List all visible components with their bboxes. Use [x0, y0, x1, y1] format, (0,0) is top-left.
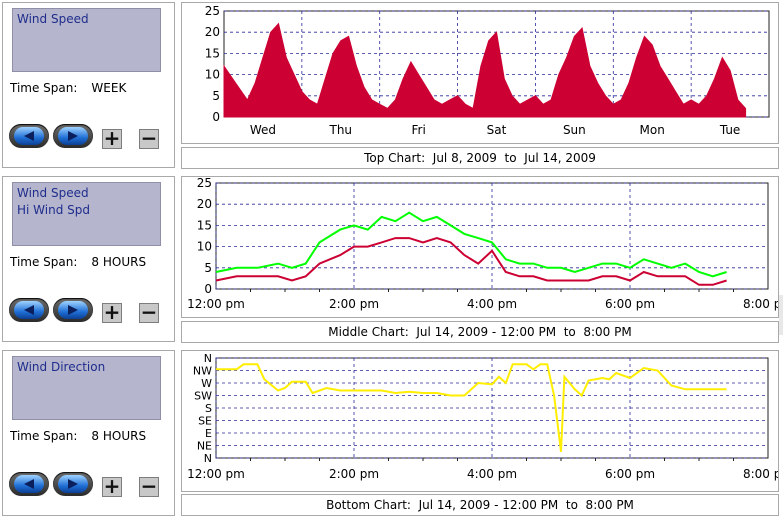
- series-panel-middle: Wind Speed Hi Wind Spd Time Span: 8 HOURS…: [2, 176, 175, 342]
- timespan-value: 8 HOURS: [91, 429, 147, 443]
- x-tick-label: 12:00 pm: [187, 297, 245, 311]
- timespan-label: Time Span:: [10, 429, 78, 443]
- forward-button[interactable]: [53, 472, 93, 496]
- zoom-in-button[interactable]: +: [102, 126, 122, 150]
- back-button[interactable]: [9, 472, 49, 496]
- zoom-out-button[interactable]: −: [139, 300, 159, 324]
- scrollbar-edge[interactable]: [779, 295, 783, 335]
- y-tick-label: 15: [197, 218, 212, 232]
- bottom-chart[interactable]: N NW W SW S SE E NE N 12:00 pm 2:00 pm 4:00 pm 6:00 …: [181, 350, 779, 492]
- series-item[interactable]: Wind Speed: [17, 12, 89, 26]
- top-chart-caption: Top Chart: Jul 8, 2009 to Jul 14, 2009: [181, 147, 779, 169]
- y-tick-label: NW: [193, 365, 212, 378]
- y-tick-label: N: [204, 352, 212, 365]
- y-tick-label: 10: [197, 240, 212, 254]
- right-arrow-icon: [68, 479, 78, 489]
- x-tick-label: 4:00 pm: [467, 297, 517, 311]
- y-tick-label: SE: [198, 415, 212, 428]
- right-arrow-icon: [68, 131, 78, 141]
- y-tick-label: E: [205, 427, 212, 440]
- bottom-chart-caption: Bottom Chart: Jul 14, 2009 - 12:00 PM to…: [181, 494, 779, 516]
- right-arrow-icon: [68, 305, 78, 315]
- timespan-value: 8 HOURS: [91, 255, 147, 269]
- zoom-in-button[interactable]: +: [102, 474, 122, 498]
- forward-button[interactable]: [53, 298, 93, 322]
- y-tick-label: 5: [204, 261, 212, 275]
- timespan-bottom: Time Span: 8 HOURS: [10, 429, 146, 443]
- series-panel-top: Wind Speed Time Span: WEEK + −: [2, 2, 175, 168]
- y-tick-label: S: [205, 402, 212, 415]
- x-tick-label: 2:00 pm: [329, 467, 379, 481]
- x-tick-label: Mon: [640, 123, 665, 137]
- series-area: [223, 22, 747, 118]
- y-tick-label: W: [201, 377, 212, 390]
- zoom-out-button[interactable]: −: [139, 474, 159, 498]
- series-item[interactable]: Wind Speed: [17, 186, 89, 200]
- x-tick-label: 6:00 pm: [605, 297, 655, 311]
- x-tick-label: 2:00 pm: [329, 297, 379, 311]
- timespan-middle: Time Span: 8 HOURS: [10, 255, 146, 269]
- x-tick-label: 8:00 pm: [743, 467, 778, 481]
- chart-svg: 0 5 10 15 20 25 12:00 pm 2:00 pm 4:00 pm 6:00 pm 8…: [187, 177, 778, 311]
- x-tick-label: Wed: [250, 123, 276, 137]
- series-list-bottom[interactable]: Wind Direction: [12, 356, 161, 420]
- x-tick-label: 12:00 pm: [187, 467, 245, 481]
- left-arrow-icon: [24, 131, 34, 141]
- timespan-value: WEEK: [91, 81, 127, 95]
- x-tick-label: 4:00 pm: [467, 467, 517, 481]
- timespan-label: Time Span:: [10, 81, 78, 95]
- x-tick-label: Fri: [411, 123, 425, 137]
- y-tick-label: 0: [204, 282, 212, 296]
- timespan-top: Time Span: WEEK: [10, 81, 126, 95]
- middle-chart[interactable]: 0 5 10 15 20 25 12:00 pm 2:00 pm 4:00 pm 6:00 pm 8…: [181, 176, 779, 318]
- timespan-label: Time Span:: [10, 255, 78, 269]
- series-panel-bottom: Wind Direction Time Span: 8 HOURS + −: [2, 350, 175, 516]
- forward-button[interactable]: [53, 124, 93, 148]
- series-item[interactable]: Hi Wind Spd: [17, 203, 90, 217]
- y-tick-label: 20: [205, 25, 220, 39]
- y-tick-label: 5: [212, 89, 220, 103]
- y-tick-label: SW: [194, 390, 212, 403]
- y-tick-label: N: [204, 452, 212, 465]
- series-list-top[interactable]: Wind Speed: [12, 8, 161, 72]
- series-item[interactable]: Wind Direction: [17, 360, 106, 374]
- y-tick-label: 15: [205, 46, 220, 60]
- series-line: [216, 363, 727, 452]
- zoom-in-button[interactable]: +: [102, 300, 122, 324]
- y-tick-label: 0: [212, 110, 220, 124]
- x-tick-label: Thu: [329, 123, 353, 137]
- series-line: [215, 237, 727, 286]
- top-chart[interactable]: 0 5 10 15 20 25 Wed Thu Fri Sat Sun Mon Tue: [181, 2, 779, 144]
- back-button[interactable]: [9, 124, 49, 148]
- x-tick-label: Tue: [719, 123, 741, 137]
- y-tick-label: 20: [197, 197, 212, 211]
- y-tick-label: 10: [205, 68, 220, 82]
- x-tick-label: Sun: [563, 123, 586, 137]
- left-arrow-icon: [24, 479, 34, 489]
- y-tick-label: NE: [197, 440, 212, 453]
- x-tick-label: 6:00 pm: [605, 467, 655, 481]
- back-button[interactable]: [9, 298, 49, 322]
- left-arrow-icon: [24, 305, 34, 315]
- series-line: [215, 211, 727, 278]
- x-tick-label: 8:00 pm: [743, 297, 778, 311]
- y-tick-label: 25: [205, 4, 220, 18]
- chart-svg: 0 5 10 15 20 25 Wed Thu Fri Sat Sun Mon Tue: [205, 4, 770, 137]
- x-tick-label: Sat: [487, 123, 507, 137]
- series-list-middle[interactable]: Wind Speed Hi Wind Spd: [12, 182, 161, 246]
- middle-chart-caption: Middle Chart: Jul 14, 2009 - 12:00 PM to…: [181, 321, 779, 343]
- y-tick-label: 25: [197, 177, 212, 190]
- zoom-out-button[interactable]: −: [139, 126, 159, 150]
